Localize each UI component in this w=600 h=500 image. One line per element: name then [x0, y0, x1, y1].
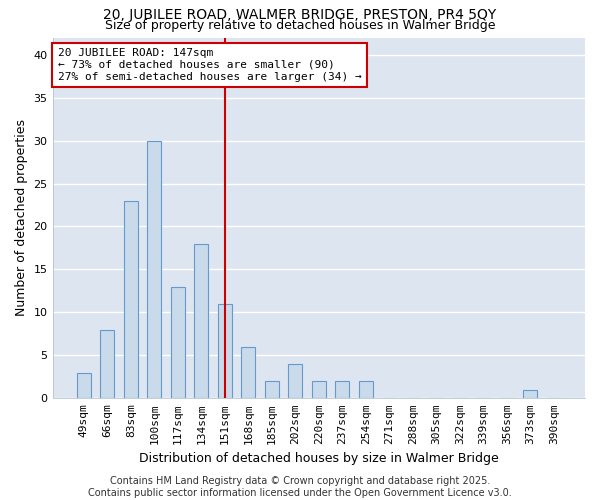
Text: Contains HM Land Registry data © Crown copyright and database right 2025.
Contai: Contains HM Land Registry data © Crown c…: [88, 476, 512, 498]
Text: 20 JUBILEE ROAD: 147sqm
← 73% of detached houses are smaller (90)
27% of semi-de: 20 JUBILEE ROAD: 147sqm ← 73% of detache…: [58, 48, 362, 82]
Bar: [288, 364, 302, 398]
Bar: [265, 381, 279, 398]
Bar: [171, 286, 185, 399]
Bar: [218, 304, 232, 398]
Y-axis label: Number of detached properties: Number of detached properties: [15, 120, 28, 316]
Bar: [124, 200, 138, 398]
Bar: [335, 381, 349, 398]
Bar: [194, 244, 208, 398]
Text: 20, JUBILEE ROAD, WALMER BRIDGE, PRESTON, PR4 5QY: 20, JUBILEE ROAD, WALMER BRIDGE, PRESTON…: [103, 8, 497, 22]
Bar: [359, 381, 373, 398]
Bar: [100, 330, 115, 398]
Text: Size of property relative to detached houses in Walmer Bridge: Size of property relative to detached ho…: [105, 19, 495, 32]
Bar: [147, 140, 161, 398]
Bar: [312, 381, 326, 398]
Bar: [77, 372, 91, 398]
Bar: [523, 390, 537, 398]
X-axis label: Distribution of detached houses by size in Walmer Bridge: Distribution of detached houses by size …: [139, 452, 499, 465]
Bar: [241, 347, 256, 399]
